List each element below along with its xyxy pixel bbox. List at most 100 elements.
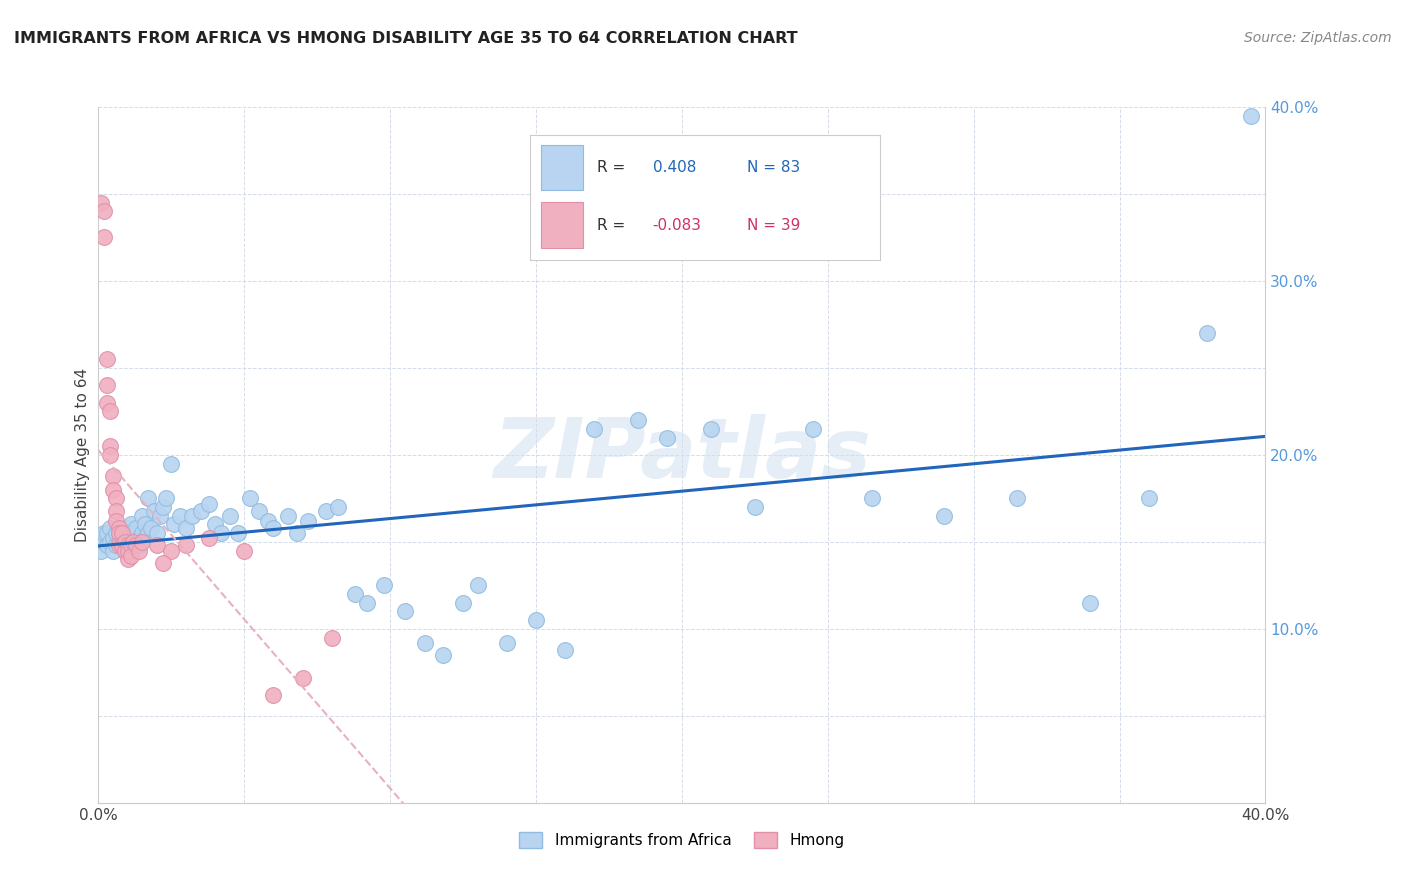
Point (108, 526, 131, 541)
Point (93, 526, 115, 541)
Point (136, 526, 159, 541)
Point (111, 538, 134, 552)
Point (134, 517, 156, 532)
Point (90, 195, 112, 210)
Point (344, 587, 367, 601)
Point (93, 230, 115, 244)
Point (117, 538, 139, 552)
Point (297, 514, 319, 528)
Point (204, 517, 226, 532)
Point (131, 534, 153, 549)
Point (96, 526, 118, 541)
Point (860, 491, 883, 506)
Point (190, 503, 212, 517)
Point (744, 500, 766, 514)
Point (101, 543, 124, 558)
Point (1080, 596, 1102, 610)
Point (174, 521, 197, 535)
Point (117, 534, 139, 549)
Point (125, 521, 148, 535)
Point (451, 596, 474, 610)
Point (149, 508, 172, 523)
Point (291, 671, 314, 685)
Point (394, 605, 416, 619)
Point (169, 508, 191, 523)
Point (146, 526, 169, 541)
Point (155, 491, 177, 506)
Point (117, 521, 139, 535)
Point (174, 538, 197, 552)
Point (114, 534, 136, 549)
Point (467, 578, 489, 592)
Point (122, 534, 145, 549)
Point (1007, 491, 1029, 506)
Point (93, 534, 115, 549)
Point (321, 631, 343, 645)
Point (198, 532, 221, 546)
Point (122, 526, 145, 541)
Point (104, 526, 127, 541)
Point (96, 352, 118, 367)
Point (108, 526, 131, 541)
Point (114, 543, 136, 558)
Point (114, 543, 136, 558)
Point (134, 532, 156, 546)
Point (524, 613, 547, 627)
Point (128, 538, 150, 552)
Point (146, 538, 169, 552)
Point (111, 526, 134, 541)
Point (98, 521, 121, 535)
Point (262, 688, 284, 702)
Point (554, 642, 576, 657)
Point (101, 532, 124, 546)
Point (657, 430, 679, 444)
Point (96, 395, 118, 409)
Point (700, 422, 723, 436)
Point (101, 483, 124, 497)
Point (117, 543, 139, 558)
Point (125, 526, 148, 541)
Point (1195, 326, 1218, 340)
Point (136, 491, 159, 506)
Point (209, 526, 232, 541)
Point (160, 457, 183, 471)
Point (1240, 109, 1263, 123)
Point (120, 517, 142, 532)
Point (108, 534, 131, 549)
Point (277, 508, 299, 523)
Point (120, 549, 142, 563)
Point (120, 532, 142, 546)
Point (285, 526, 308, 541)
Point (128, 543, 150, 558)
Point (247, 503, 270, 517)
Point (96, 538, 118, 552)
Point (583, 422, 606, 436)
Point (198, 497, 221, 511)
Y-axis label: Disability Age 35 to 64: Disability Age 35 to 64 (75, 368, 90, 542)
Text: IMMIGRANTS FROM AFRICA VS HMONG DISABILITY AGE 35 TO 64 CORRELATION CHART: IMMIGRANTS FROM AFRICA VS HMONG DISABILI… (14, 31, 797, 46)
Point (496, 636, 519, 650)
Point (104, 514, 127, 528)
Point (256, 514, 278, 528)
Point (90, 543, 112, 558)
Point (128, 532, 150, 546)
Point (233, 543, 256, 558)
Point (413, 636, 436, 650)
Point (160, 543, 183, 558)
Point (1137, 491, 1160, 506)
Point (315, 503, 337, 517)
Point (98, 448, 121, 462)
Point (125, 538, 148, 552)
Point (104, 491, 127, 506)
Point (934, 508, 956, 523)
Point (108, 521, 131, 535)
Point (142, 503, 165, 517)
Point (152, 500, 174, 514)
Point (163, 517, 186, 532)
Point (104, 538, 127, 552)
Point (131, 526, 153, 541)
Point (139, 521, 162, 535)
Point (120, 538, 142, 552)
Text: Source: ZipAtlas.com: Source: ZipAtlas.com (1244, 31, 1392, 45)
Point (180, 508, 202, 523)
